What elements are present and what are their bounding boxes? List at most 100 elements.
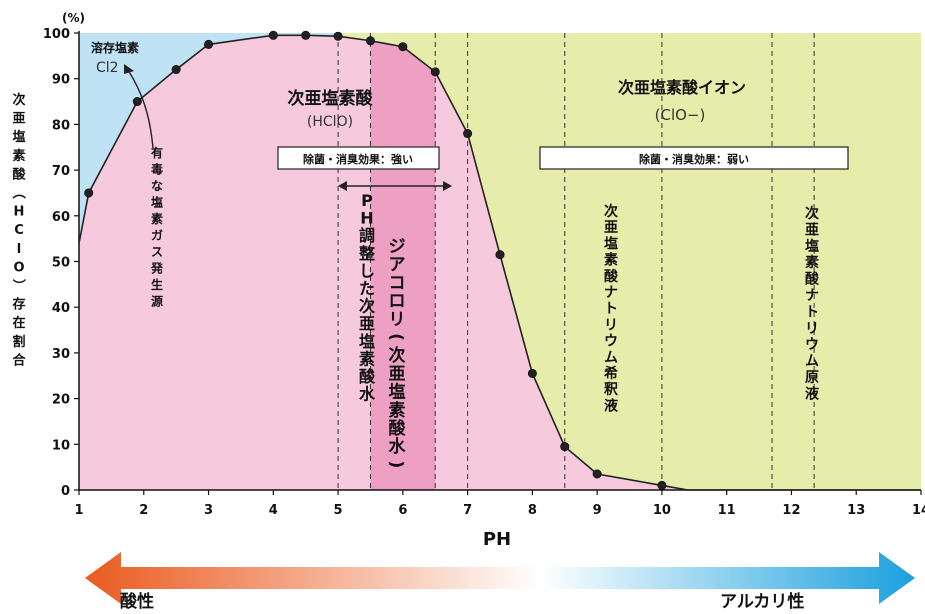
y-axis-label-char: 存: [12, 297, 25, 313]
ph-adjusted-char: た: [359, 279, 375, 298]
stock-char: 原: [805, 370, 819, 386]
dilute-char: ト: [604, 301, 618, 317]
y-tick-label: 0: [61, 484, 70, 499]
cl2-region: [79, 33, 339, 244]
ph-adjusted-char: 調: [359, 226, 375, 245]
x-tick-label: 10: [653, 503, 671, 518]
data-point: [365, 36, 375, 46]
effect-strong-text: 除菌・消臭効果：強い: [303, 152, 413, 166]
data-point: [463, 129, 473, 139]
ph-adjust-range-left-head: [338, 181, 347, 191]
x-tick-label: 11: [718, 503, 736, 518]
stock-char: ウ: [805, 337, 819, 353]
y-tick-label: 40: [52, 301, 70, 316]
dilute-char: ウ: [604, 334, 618, 350]
jiakorori-char: ア: [389, 255, 406, 275]
jiakorori-char: ): [386, 461, 406, 469]
y-axis-label-char: O: [13, 260, 24, 275]
x-tick-label: 4: [269, 503, 278, 518]
toxic-gas-char: ス: [151, 245, 163, 259]
jiakorori-char: 次: [389, 345, 406, 366]
y-axis-label-char: 素: [12, 148, 25, 164]
data-point: [268, 30, 278, 40]
dilute-char: 酸: [604, 268, 619, 285]
toxic-gas-char: 源: [151, 294, 163, 309]
jiakorori-char: (: [386, 333, 406, 341]
x-tick-label: 5: [334, 503, 343, 518]
dilute-char: リ: [604, 317, 618, 333]
ph-adjusted-char: 整: [358, 244, 375, 263]
y-axis-label-char: （: [10, 186, 26, 199]
y-tick-label: 50: [52, 256, 70, 271]
stock-char: 塩: [805, 238, 819, 255]
effect-strong-box: [277, 146, 440, 170]
y-axis-label-char: C: [14, 223, 24, 238]
dilute-char: 次: [604, 203, 618, 220]
x-axis-label: PH: [483, 529, 511, 550]
y-axis-label-char: 合: [12, 352, 26, 368]
toxic-gas-char: 毒: [151, 162, 163, 177]
dilute-char: 液: [604, 397, 619, 414]
ph-adjust-range-right-head: [443, 181, 452, 191]
jiakorori-char: コ: [389, 273, 406, 293]
y-axis-label-char: 割: [12, 334, 25, 350]
data-points: [84, 30, 667, 490]
ph-adjusted-char: 亜: [359, 314, 375, 333]
y-tick-label: 70: [52, 164, 70, 179]
ph-adjusted-char: H: [360, 209, 373, 228]
toxic-gas-pointer-head: [124, 64, 134, 74]
dilute-char: 亜: [604, 220, 618, 236]
hclo-label: 次亜塩素酸: [288, 88, 374, 109]
data-point: [171, 65, 181, 75]
data-point: [592, 469, 602, 479]
data-point: [657, 480, 667, 490]
x-tick-label: 6: [398, 503, 407, 518]
x-tick-label: 3: [204, 503, 213, 518]
stock-char: 液: [805, 385, 820, 402]
x-ticks: 1234567891011121314: [74, 490, 925, 518]
dashed-lines: [337, 33, 815, 490]
y-axis-label-char: 亜: [12, 112, 25, 127]
clo-label: 次亜塩素酸イオン: [618, 78, 746, 97]
y-tick-label: 100: [43, 27, 70, 42]
toxic-gas-char: 有: [151, 145, 163, 160]
jiakorori-char: 亜: [389, 364, 406, 384]
jiakorori-char: 塩: [389, 382, 406, 403]
y-axis-label-char: 次: [12, 92, 25, 108]
y-tick-label: 10: [52, 438, 70, 453]
data-point: [132, 97, 142, 107]
toxic-gas-char: な: [151, 179, 163, 193]
data-point: [430, 67, 440, 77]
dilute-char: 希: [604, 365, 618, 382]
effect-weak-text: 除菌・消臭効果：弱い: [639, 152, 749, 166]
toxic-gas-char: 塩: [151, 195, 163, 210]
cl2-formula: Cl2: [96, 60, 119, 76]
y-axis-label-char: 在: [12, 315, 25, 331]
stock-char: リ: [805, 321, 819, 337]
x-tick-label: 9: [593, 503, 602, 518]
x-tick-label: 12: [782, 503, 800, 518]
data-point: [84, 188, 94, 198]
jiakorori-char: 水: [389, 436, 407, 457]
toxic-gas-char: 発: [150, 261, 164, 276]
y-axis-label-char: ）: [10, 279, 26, 292]
dilute-char: 素: [604, 252, 618, 269]
ph-adjusted-char: P: [361, 191, 373, 210]
alkali-label: アルカリ性: [720, 591, 804, 612]
y-tick-label: 90: [52, 73, 70, 88]
y-axis-label-char: l: [17, 242, 21, 257]
stock-char: ム: [805, 354, 819, 370]
acid-alkali-arrow: [85, 552, 915, 604]
stock-char: 素: [805, 254, 819, 271]
jiakorori-char: リ: [389, 310, 406, 330]
y-ticks: 0 10 20 30 40 50 60 70 80 90 100: [43, 27, 79, 499]
toxic-gas-char: 生: [151, 277, 163, 292]
ph-adjusted-char: 素: [359, 349, 375, 368]
dilute-char: 塩: [604, 235, 618, 252]
x-tick-label: 8: [528, 503, 537, 518]
y-axis-label-char: H: [14, 205, 25, 220]
